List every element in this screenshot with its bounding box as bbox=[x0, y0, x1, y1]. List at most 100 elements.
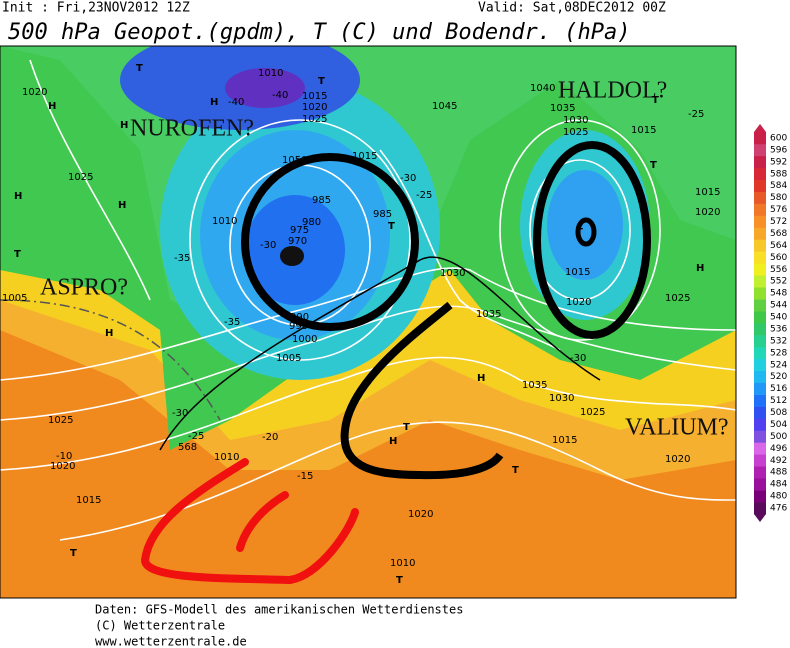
scale-cell bbox=[754, 251, 766, 264]
map-label: T bbox=[136, 63, 143, 74]
scale-label: 480 bbox=[770, 492, 787, 502]
map-label: 1015 bbox=[552, 435, 577, 446]
scale-label: 572 bbox=[770, 217, 787, 227]
scale-cell bbox=[754, 382, 766, 395]
scale-cell bbox=[754, 227, 766, 240]
map-label: 1015 bbox=[76, 495, 101, 506]
map-label: T bbox=[512, 465, 519, 476]
map-label: -40 bbox=[228, 97, 244, 108]
scale-label: 564 bbox=[770, 241, 787, 251]
scale-label: 488 bbox=[770, 468, 787, 478]
map-title: 500 hPa Geopot.(gpdm), T (C) und Bodendr… bbox=[8, 20, 631, 45]
scale-label: 520 bbox=[770, 372, 787, 382]
scale-label: 544 bbox=[770, 301, 787, 311]
scale-label: 556 bbox=[770, 265, 787, 275]
scale-cap bbox=[754, 124, 766, 132]
annotation: NUROFEN? bbox=[130, 116, 254, 142]
map-label: 1020 bbox=[22, 87, 47, 98]
scale-cell bbox=[754, 143, 766, 157]
scale-label: 516 bbox=[770, 384, 787, 394]
scale-label: 532 bbox=[770, 336, 787, 346]
scale-cell bbox=[754, 502, 766, 515]
map-label: 1020 bbox=[566, 297, 591, 308]
scale-label: 540 bbox=[770, 313, 787, 323]
map-label: H bbox=[120, 120, 128, 131]
map-label: 1025 bbox=[48, 415, 73, 426]
map-label: 1010 bbox=[212, 216, 237, 227]
map-label: 1050 bbox=[282, 155, 307, 166]
scale-cell bbox=[754, 311, 766, 324]
map-label: 1025 bbox=[302, 114, 327, 125]
map-label: 1025 bbox=[580, 407, 605, 418]
annotations: NUROFEN? HALDOL? ASPRO? VALIUM? bbox=[40, 78, 729, 441]
map-label: -30 bbox=[400, 173, 416, 184]
map-label: H bbox=[14, 191, 22, 202]
scale-cell bbox=[754, 346, 766, 360]
map-label: T bbox=[14, 249, 21, 260]
scale-label: 536 bbox=[770, 324, 787, 334]
map-label: 985 bbox=[312, 195, 331, 206]
map-label: H bbox=[477, 373, 485, 384]
map-label: 1015 bbox=[565, 267, 590, 278]
scale-label: 508 bbox=[770, 408, 787, 418]
init-time: Init : Fri,23NOV2012 12Z bbox=[2, 1, 190, 16]
scale-cell bbox=[754, 132, 766, 145]
scale-cell bbox=[754, 442, 766, 455]
scale-label: 588 bbox=[770, 169, 787, 179]
scale-label: 592 bbox=[770, 157, 787, 167]
scale-cell bbox=[754, 203, 766, 216]
map-label: T bbox=[388, 221, 395, 232]
scale-label: 584 bbox=[770, 181, 787, 191]
scale-cell bbox=[754, 263, 766, 276]
map-label: 990 bbox=[290, 312, 309, 323]
scale-cell bbox=[754, 287, 766, 300]
map-label: T bbox=[650, 160, 657, 171]
scale-label: 496 bbox=[770, 444, 787, 454]
map-label: 1005 bbox=[2, 293, 27, 304]
scale-label: 548 bbox=[770, 289, 787, 299]
map-label: T bbox=[403, 422, 410, 433]
map-label: 1005 bbox=[276, 353, 301, 364]
map-label: 1010 bbox=[258, 68, 283, 79]
scale-cell bbox=[754, 490, 766, 503]
scale-cell bbox=[754, 430, 766, 443]
scale-cell bbox=[754, 155, 766, 169]
map-label: 995 bbox=[289, 321, 308, 332]
map-label: 1015 bbox=[695, 187, 720, 198]
map-label: 1020 bbox=[665, 454, 690, 465]
scale-cell bbox=[754, 191, 766, 204]
scale-label: 552 bbox=[770, 277, 787, 287]
scale-cell bbox=[754, 406, 766, 419]
map-label: 1010 bbox=[214, 452, 239, 463]
map-label: -30 bbox=[260, 240, 276, 251]
scale-cell bbox=[754, 275, 766, 288]
map-label: H bbox=[696, 263, 704, 274]
scale-label: 576 bbox=[770, 205, 787, 215]
map-label: 985 bbox=[373, 209, 392, 220]
map-label: -10 bbox=[56, 451, 72, 462]
scale-label: 528 bbox=[770, 348, 787, 358]
scale-label: 476 bbox=[770, 504, 787, 514]
scale-cell bbox=[754, 334, 766, 348]
map-label: -35 bbox=[174, 253, 190, 264]
map-label: -30 bbox=[172, 408, 188, 419]
map-label: H bbox=[105, 328, 113, 339]
scale-label: 568 bbox=[770, 229, 787, 239]
scale-cell bbox=[754, 323, 766, 336]
map-label: T bbox=[396, 575, 403, 586]
scale-cell bbox=[754, 370, 766, 383]
map-label: -20 bbox=[262, 432, 278, 443]
scale-label: 504 bbox=[770, 420, 787, 430]
map-label: H bbox=[210, 97, 218, 108]
valid-time: Valid: Sat,08DEC2012 00Z bbox=[478, 1, 666, 16]
map-label: H bbox=[48, 101, 56, 112]
footer-line: www.wetterzentrale.de bbox=[95, 635, 247, 648]
scale-cap bbox=[754, 514, 766, 522]
map-label: 1030 bbox=[549, 393, 574, 404]
scale-label: 600 bbox=[770, 133, 787, 143]
map-label: H bbox=[118, 200, 126, 211]
scale-cell bbox=[754, 167, 766, 181]
footer: Daten: GFS-Modell des amerikanischen Wet… bbox=[95, 603, 463, 648]
